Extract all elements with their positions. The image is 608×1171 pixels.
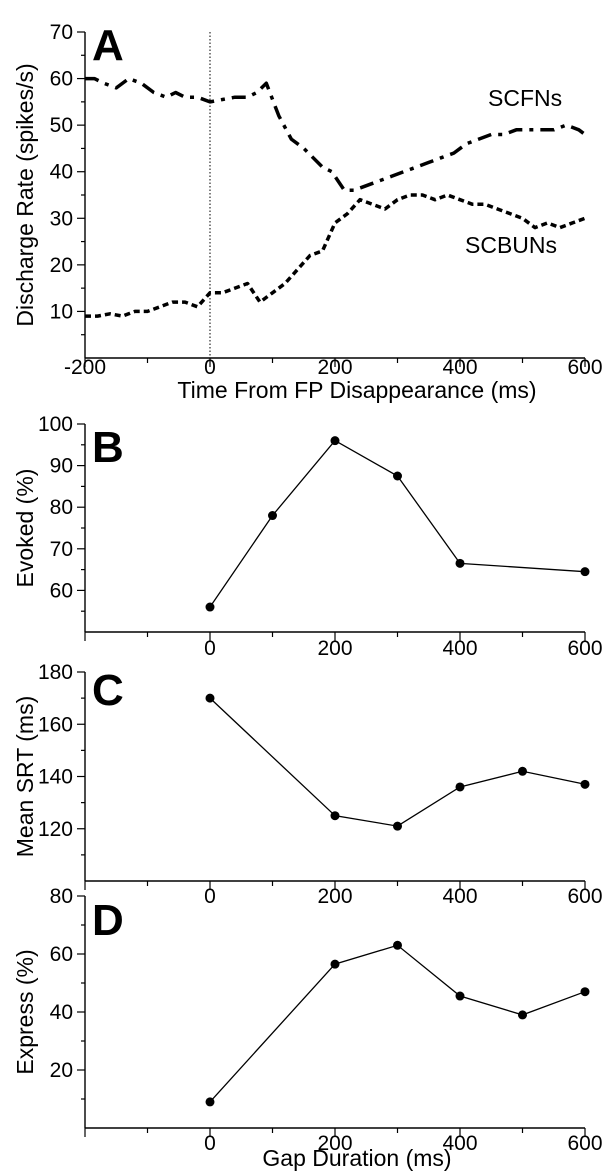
panel-letter: A [92,21,124,70]
x-tick-label: 400 [442,885,477,908]
panel-b: 60 70 80 90 100 0 200 400 600 Evoked (%) B [12,413,603,660]
y-tick-label: 60 [50,579,73,602]
x-tick-label: 0 [204,885,216,908]
x-axis-label: Gap Duration (ms) [262,1145,451,1171]
data-point [580,987,590,997]
data-point [393,821,402,831]
y-tick-label: 50 [50,114,73,137]
data-point [455,558,465,568]
y-tick-label: 90 [50,455,73,478]
x-tick-label: 600 [567,356,602,379]
series-line [209,439,586,608]
y-tick-label: 60 [50,943,73,966]
data-point [455,782,465,792]
series-line [209,697,586,827]
x-tick-label: 400 [442,356,477,379]
x-tick-label: 0 [204,637,216,660]
data-point [205,1097,215,1107]
y-tick-label: 80 [50,496,73,519]
x-tick-label: 200 [317,885,352,908]
data-point [393,471,402,481]
data-point [330,436,340,446]
panel-c: 120 140 160 180 0 200 400 600 Mean SRT (ms) C [12,661,603,908]
data-point [205,602,215,612]
x-tick-label: 600 [567,1132,602,1155]
y-tick-label: 100 [38,413,73,436]
panel-d: 20 40 60 80 0 200 400 600 Express (%) Gap Duratio… [12,885,603,1171]
data-point [455,991,465,1001]
data-point [518,766,527,776]
series-line-scbuns [85,193,586,318]
x-tick-label: 200 [317,1132,352,1155]
y-tick-label: 10 [50,300,73,323]
y-tick-label: 80 [50,885,73,908]
y-tick-label: 160 [38,713,73,736]
y-axis-label: Express (%) [12,949,38,1074]
series-line [209,944,586,1103]
y-tick-label: 40 [50,161,73,184]
x-tick-label: 600 [567,637,602,660]
x-axis-label: Time From FP Disappearance (ms) [177,377,536,403]
y-tick-label: 180 [38,661,73,684]
y-tick-label: 140 [38,766,73,789]
panel-letter: B [92,423,124,472]
panel-letter: C [92,666,124,715]
y-tick-label: 30 [50,207,73,230]
data-point [205,693,215,703]
x-tick-label: 200 [317,637,352,660]
y-tick-label: 60 [50,68,73,91]
x-tick-label: 0 [204,1132,216,1155]
y-tick-label: 70 [50,538,73,561]
x-tick-label: -200 [64,356,106,379]
series-label-scfns: SCFNs [488,85,562,111]
series-label-scbuns: SCBUNs [465,232,557,258]
x-tick-label: 600 [567,885,602,908]
series-line-scfns [85,76,587,193]
data-point [393,940,402,950]
data-point [580,567,590,577]
y-tick-label: 20 [50,1059,73,1082]
y-tick-label: 40 [50,1001,73,1024]
x-tick-label: 0 [204,356,216,379]
y-tick-label: 20 [50,254,73,277]
data-point [330,959,340,969]
data-point [330,811,340,821]
x-tick-label: 200 [317,356,352,379]
data-point [580,779,590,789]
data-point [518,1010,527,1020]
y-tick-label: 70 [50,21,73,44]
panel-letter: D [92,896,124,945]
y-tick-label: 120 [38,818,73,841]
panel-a: 10 20 30 40 50 60 70 -200 0 200 400 600 Discharge Ra… [12,21,603,403]
y-axis-label: Discharge Rate (spikes/s) [12,63,38,326]
x-tick-label: 400 [442,637,477,660]
y-axis-label: Mean SRT (ms) [12,696,38,857]
y-axis-label: Evoked (%) [12,469,38,588]
x-tick-label: 400 [442,1132,477,1155]
data-point [268,511,277,521]
